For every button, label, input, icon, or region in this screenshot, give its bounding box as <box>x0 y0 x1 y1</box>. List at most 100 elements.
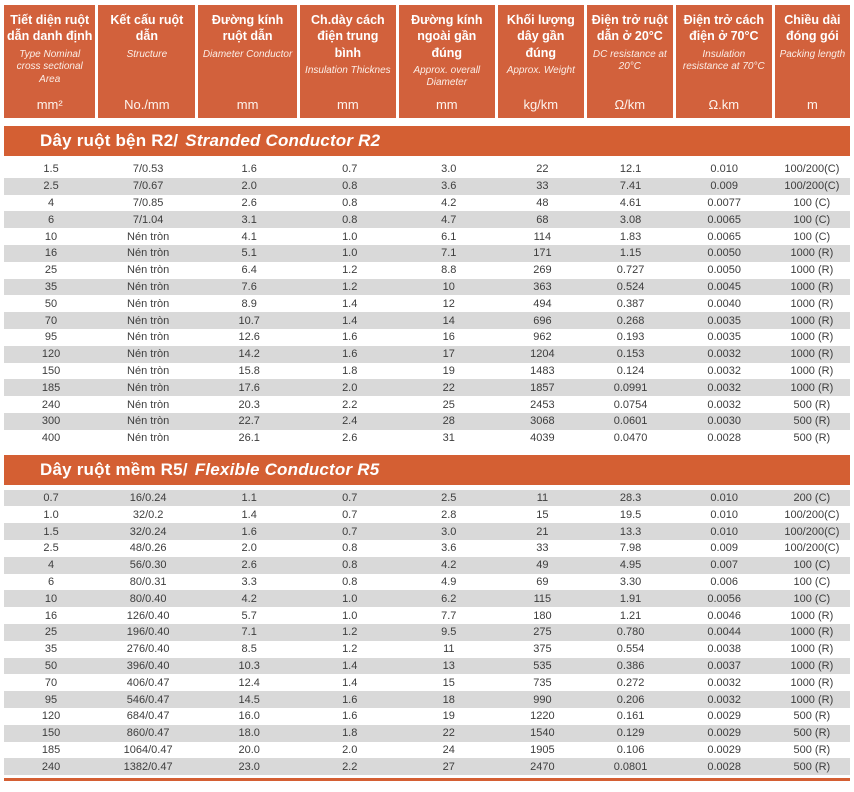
cell: 150 <box>41 364 61 377</box>
cell: 1.0 <box>43 508 59 521</box>
table-row: 35 276/0.40 8.5 1.2 11 375 0.554 0.0038 1000 (R) <box>4 640 850 658</box>
table-row: 2.5 7/0.67 2.0 0.8 3.6 33 7.41 0.009 100/200(C) <box>4 177 850 195</box>
cell: 8.5 <box>241 643 257 656</box>
cell: 0.193 <box>616 331 645 344</box>
cell: 2.6 <box>241 559 257 572</box>
cell: 6 <box>47 213 55 226</box>
cell: 1.6 <box>342 348 358 361</box>
cell: 115 <box>533 592 552 605</box>
cell: 0.780 <box>616 626 645 639</box>
cell: 2.0 <box>241 180 257 193</box>
cell: 100/200(C) <box>784 180 840 193</box>
cell: 0.0037 <box>707 659 742 672</box>
header-column-8: Chiều dài đóng gói Packing length m <box>774 5 851 118</box>
table-row: 0.7 16/0.24 1.1 0.7 2.5 11 28.3 0.010 200 (C) <box>4 489 850 507</box>
section-header-0: Dây ruột bện R2/Stranded Conductor R2 <box>4 126 850 156</box>
cell: 276/0.40 <box>126 643 170 656</box>
cell: 0.0050 <box>707 247 742 260</box>
cell: 0.0601 <box>613 415 648 428</box>
cell: 2.2 <box>342 760 358 773</box>
column-unit: mm <box>236 97 259 112</box>
cell: 24 <box>442 743 455 756</box>
cell: 0.010 <box>710 508 738 521</box>
cell: 0.0470 <box>613 432 648 445</box>
cell: 4.2 <box>241 592 257 605</box>
cell: 1.2 <box>342 626 358 639</box>
column-title-en: Type Nominal cross sectional Area <box>16 48 83 85</box>
cell: 0.124 <box>616 364 645 377</box>
cell: 3.1 <box>241 213 257 226</box>
cell: 1000 (R) <box>790 676 834 689</box>
cell: 1.5 <box>43 525 59 538</box>
cell: 95 <box>44 331 58 344</box>
cell: 0.0045 <box>707 280 742 293</box>
table-row: 35 Nén tròn 7.6 1.2 10 363 0.524 0.0045 1000 (R) <box>4 278 850 296</box>
cell: 4 <box>47 559 55 572</box>
cell: 185 <box>41 743 61 756</box>
cell: 31 <box>442 432 455 445</box>
cell: 0.0032 <box>707 364 742 377</box>
table-row: 4 56/0.30 2.6 0.8 4.2 49 4.95 0.007 100 (C) <box>4 556 850 574</box>
column-unit: kg/km <box>523 97 559 112</box>
cell: 1.4 <box>241 508 257 521</box>
cell: 2.8 <box>441 508 457 521</box>
header-column-5: Khối lượng dây gần đúng Approx. Weight kg/… <box>497 5 587 118</box>
cell: 1000 (R) <box>790 693 834 706</box>
cell: 1000 (R) <box>790 659 834 672</box>
cell: 70 <box>44 676 58 689</box>
column-title-vi: Tiết diện ruột dẫn danh định <box>7 13 93 44</box>
cell: 27 <box>442 760 455 773</box>
cell: 35 <box>44 280 58 293</box>
cell: 33 <box>536 542 549 555</box>
cell: 22.7 <box>238 415 260 428</box>
table-row: 95 Nén tròn 12.6 1.6 16 962 0.193 0.0035 1000 (R… <box>4 328 850 346</box>
cell: 7/0.85 <box>132 196 164 209</box>
cell: 80/0.40 <box>129 592 167 605</box>
table-row: 150 Nén tròn 15.8 1.8 19 1483 0.124 0.0032 1000 … <box>4 362 850 380</box>
table-row: 10 80/0.40 4.2 1.0 6.2 115 1.91 0.0056 100 (C) <box>4 590 850 608</box>
cell: 100/200(C) <box>784 163 840 176</box>
cell: 120 <box>41 710 61 723</box>
cell: 0.010 <box>710 491 738 504</box>
cell: 25 <box>44 626 58 639</box>
cell: 16 <box>44 247 58 260</box>
cell: 500 (R) <box>793 398 831 411</box>
column-title-en: Insulation Thicknes <box>305 64 391 76</box>
cell: 100 (C) <box>793 559 831 572</box>
table-row: 95 546/0.47 14.5 1.6 18 990 0.206 0.0032 1000 (R… <box>4 691 850 708</box>
cell: 1000 (R) <box>790 364 834 377</box>
cell: 7/0.53 <box>132 163 164 176</box>
cell: Nén tròn <box>127 247 170 260</box>
cell: 21 <box>536 525 549 538</box>
cell: 14.2 <box>238 348 260 361</box>
cell: 19.5 <box>619 508 642 521</box>
cell: 0.0046 <box>707 609 742 622</box>
table-row: 4 7/0.85 2.6 0.8 4.2 48 4.61 0.0077 100 (C) <box>4 194 850 212</box>
table-row: 240 1382/0.47 23.0 2.2 27 2470 0.0801 0.0028 500… <box>4 758 850 776</box>
cell: Nén tròn <box>127 398 170 411</box>
cell: 2.5 <box>43 542 59 555</box>
cell: 0.010 <box>710 525 738 538</box>
table-row: 10 Nén tròn 4.1 1.0 6.1 114 1.83 0.0065 100 (C) <box>4 228 850 245</box>
table-row: 25 196/0.40 7.1 1.2 9.5 275 0.780 0.0044 1000 (R… <box>4 623 850 641</box>
cell: 0.0065 <box>707 230 742 243</box>
cell: 0.106 <box>616 743 645 756</box>
cell: 4.1 <box>241 230 257 243</box>
cell: 4.61 <box>619 196 642 209</box>
cell: 15.8 <box>238 364 260 377</box>
cell: 962 <box>533 331 552 344</box>
table-row: 25 Nén tròn 6.4 1.2 8.8 269 0.727 0.0050 1000 (R… <box>4 261 850 279</box>
cell: 0.006 <box>710 575 738 588</box>
cell: 150 <box>41 727 61 740</box>
cell: 7.7 <box>441 609 457 622</box>
cell: 4 <box>47 196 55 209</box>
table-row: 50 396/0.40 10.3 1.4 13 535 0.386 0.0037 1000 (R… <box>4 657 850 675</box>
header-column-0: Tiết diện ruột dẫn danh định Type Nominal… <box>4 5 99 118</box>
cell: 1220 <box>530 710 555 723</box>
cell: 100 (C) <box>793 592 831 605</box>
cell: 13 <box>442 659 455 672</box>
column-title-en: Approx. overall Diameter <box>413 64 481 89</box>
cell: 3.6 <box>441 180 457 193</box>
section-title-vi: Dây ruột mềm R5/ <box>40 459 188 479</box>
cell: 10.7 <box>238 314 260 327</box>
